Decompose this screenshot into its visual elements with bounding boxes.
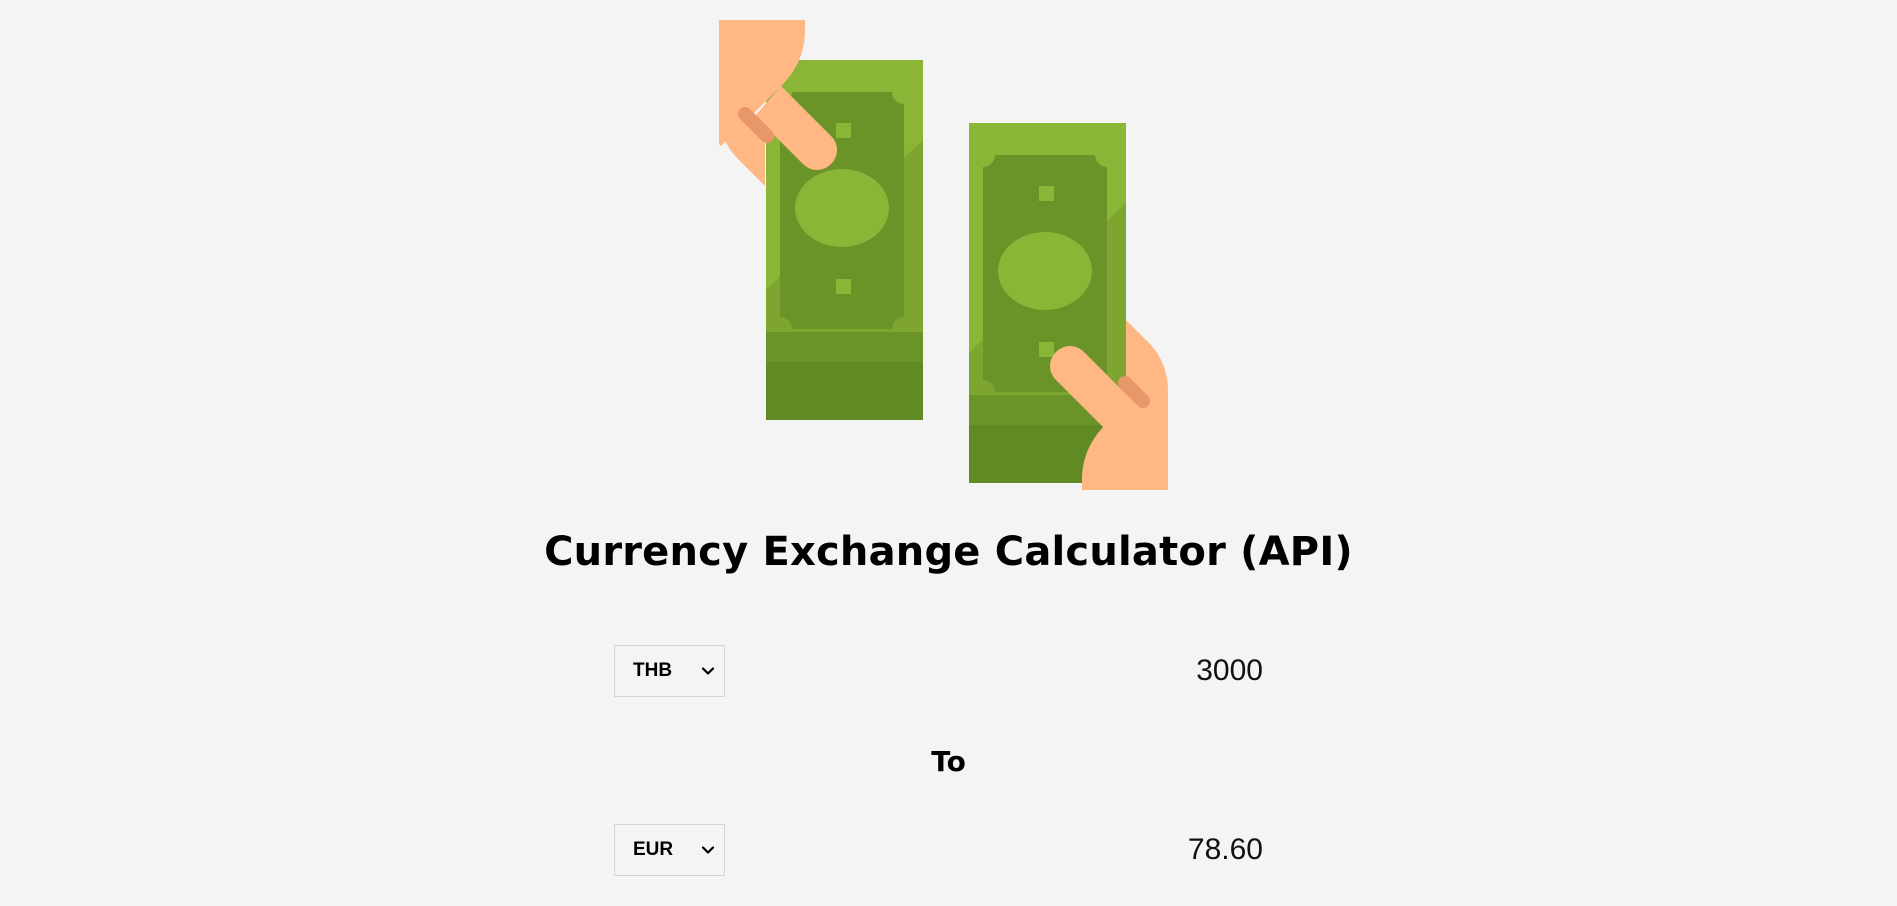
page-title: Currency Exchange Calculator (API) <box>544 529 1353 575</box>
to-row: EUR 78.60 <box>614 824 1264 876</box>
from-amount-input[interactable]: 3000 <box>1196 654 1263 687</box>
to-currency-select[interactable]: EUR <box>614 824 725 876</box>
from-currency-code: THB <box>633 660 673 681</box>
from-row: THB 3000 <box>614 645 1264 697</box>
chevron-down-icon <box>701 846 715 854</box>
to-separator-label: To <box>931 745 966 778</box>
money-exchange-icon <box>719 20 1168 490</box>
to-amount-output[interactable]: 78.60 <box>1187 833 1263 866</box>
chevron-down-icon <box>701 667 715 675</box>
money-exchange-illustration <box>719 20 1173 490</box>
from-currency-select[interactable]: THB <box>614 645 725 697</box>
to-currency-code: EUR <box>633 839 674 860</box>
